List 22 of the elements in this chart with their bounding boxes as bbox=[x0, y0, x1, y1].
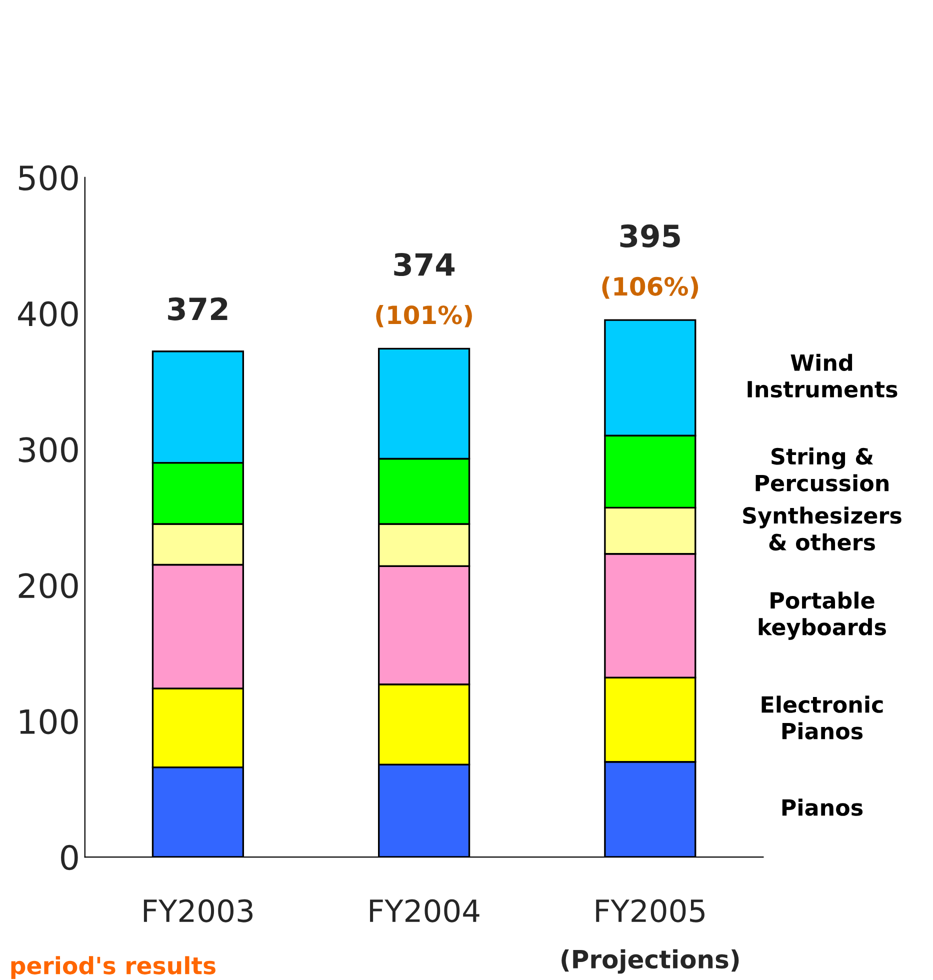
y-tick-label: 400 bbox=[18, 301, 78, 326]
text: Wind Instruments bbox=[748, 354, 898, 398]
y-tick-label: 0 bbox=[61, 844, 78, 870]
total-label: 395 bbox=[620, 224, 680, 248]
text: (Projections) bbox=[562, 949, 739, 974]
x-tick-label: FY2005 bbox=[596, 899, 704, 922]
text: Synthesizers & others bbox=[743, 506, 902, 551]
text: String & Percussion bbox=[756, 448, 888, 492]
text: Pianos bbox=[782, 798, 863, 816]
y-tick-label: 200 bbox=[18, 573, 78, 598]
y-tick-label: 300 bbox=[18, 437, 78, 462]
y-tick-label: 500 bbox=[18, 165, 78, 191]
annotation: (101%) bbox=[376, 305, 472, 328]
y-tick-label: 100 bbox=[20, 709, 78, 734]
x-tick-label: FY2003 bbox=[144, 899, 253, 922]
text: Electronic Pianos bbox=[762, 696, 883, 740]
total-label: 372 bbox=[168, 297, 228, 320]
total-label: 374 bbox=[394, 252, 455, 276]
text: period's results bbox=[11, 956, 216, 980]
x-tick-label: FY2004 bbox=[370, 899, 480, 922]
annotation: (106%) bbox=[602, 276, 698, 299]
text: Portable keyboards bbox=[758, 592, 886, 640]
